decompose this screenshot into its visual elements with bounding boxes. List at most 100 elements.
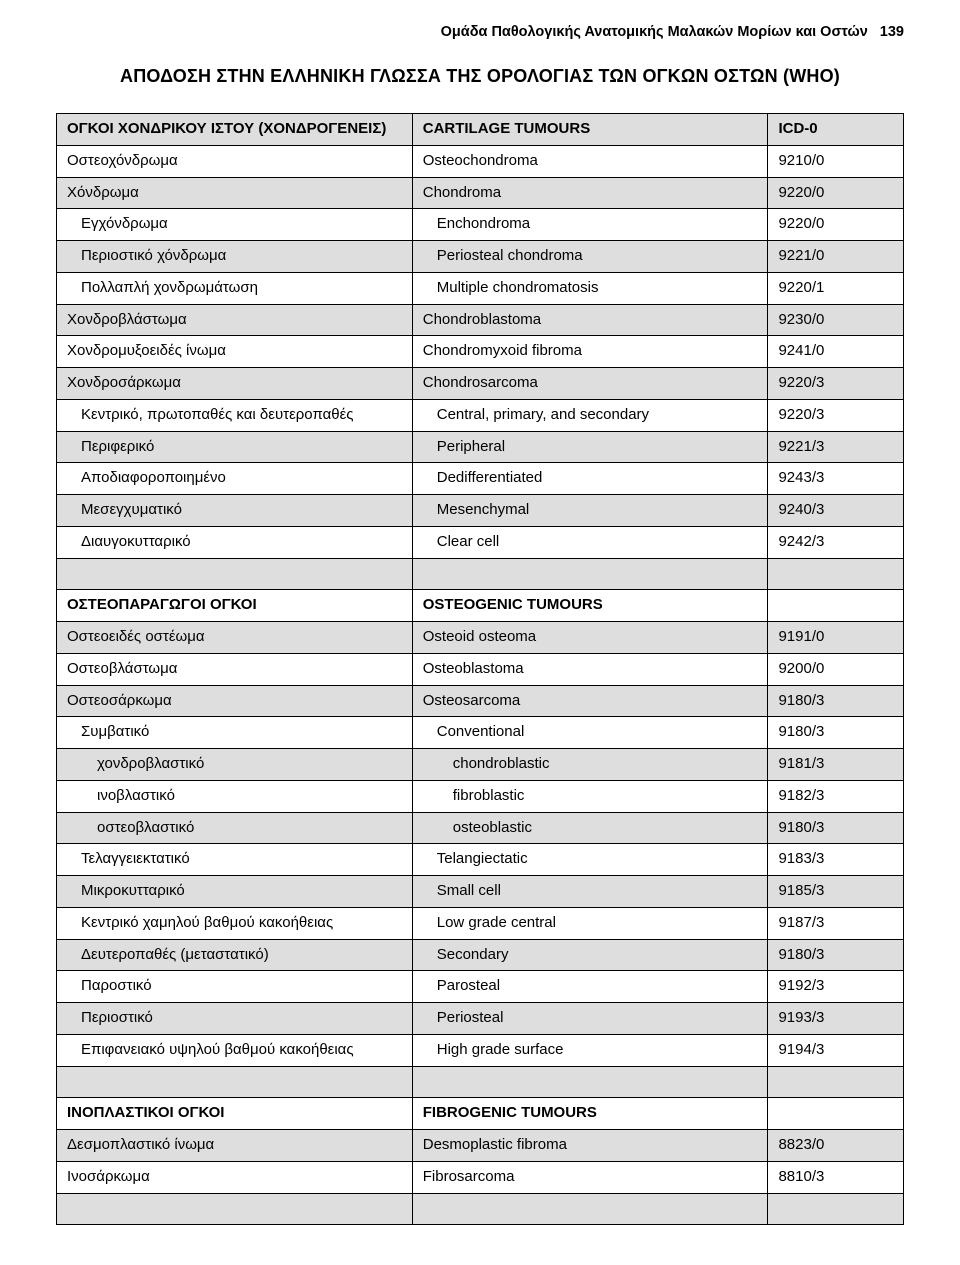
cell-greek: Περιοστικό χόνδρωμα bbox=[57, 241, 413, 273]
cell-code: 8823/0 bbox=[768, 1130, 904, 1162]
table-row: ΟΣΤΕΟΠΑΡΑΓΩΓΟΙ ΟΓΚΟΙOSTEOGENIC TUMOURS bbox=[57, 590, 904, 622]
table-row: Επιφανειακό υψηλού βαθμού κακοήθειαςHigh… bbox=[57, 1034, 904, 1066]
cell-code: 9221/0 bbox=[768, 241, 904, 273]
cell-english: CARTILAGE TUMOURS bbox=[412, 114, 768, 146]
cell-english: Periosteal bbox=[412, 1003, 768, 1035]
cell-english: OSTEOGENIC TUMOURS bbox=[412, 590, 768, 622]
cell-code: 9191/0 bbox=[768, 622, 904, 654]
cell-code: 9242/3 bbox=[768, 526, 904, 558]
running-header: Ομάδα Παθολογικής Ανατομικής Μαλακών Μορ… bbox=[56, 24, 904, 40]
table-row: Κεντρικό, πρωτοπαθές και δευτεροπαθέςCen… bbox=[57, 399, 904, 431]
table-row: ΣυμβατικόConventional9180/3 bbox=[57, 717, 904, 749]
cell-greek: Χονδροβλάστωμα bbox=[57, 304, 413, 336]
table-row: ΟστεοβλάστωμαOsteoblastoma9200/0 bbox=[57, 653, 904, 685]
cell-greek: Οστεοσάρκωμα bbox=[57, 685, 413, 717]
table-row: ΧόνδρωμαChondroma9220/0 bbox=[57, 177, 904, 209]
cell-english: osteoblastic bbox=[412, 812, 768, 844]
cell-code: 9180/3 bbox=[768, 812, 904, 844]
page-number: 139 bbox=[880, 24, 904, 40]
table-row: ΠαροστικόParosteal9192/3 bbox=[57, 971, 904, 1003]
cell-english: Central, primary, and secondary bbox=[412, 399, 768, 431]
table-row: ΙνοσάρκωμαFibrosarcoma8810/3 bbox=[57, 1161, 904, 1193]
cell-english: Chondromyxoid fibroma bbox=[412, 336, 768, 368]
cell-greek: Πολλαπλή χονδρωμάτωση bbox=[57, 272, 413, 304]
cell-code bbox=[768, 558, 904, 590]
cell-greek: Χόνδρωμα bbox=[57, 177, 413, 209]
cell-code: 9180/3 bbox=[768, 939, 904, 971]
cell-greek bbox=[57, 558, 413, 590]
cell-greek: Κεντρικό, πρωτοπαθές και δευτεροπαθές bbox=[57, 399, 413, 431]
cell-greek: Οστεοειδές οστέωμα bbox=[57, 622, 413, 654]
table-row: ΠεριοστικόPeriosteal9193/3 bbox=[57, 1003, 904, 1035]
cell-code: 9187/3 bbox=[768, 907, 904, 939]
cell-english: Dedifferentiated bbox=[412, 463, 768, 495]
table-row: ΜικροκυτταρικόSmall cell9185/3 bbox=[57, 876, 904, 908]
cell-english: Clear cell bbox=[412, 526, 768, 558]
cell-code: 9220/1 bbox=[768, 272, 904, 304]
cell-code: 9182/3 bbox=[768, 780, 904, 812]
tumours-table: ΟΓΚΟΙ ΧΟΝΔΡΙΚΟΥ ΙΣΤΟΥ (ΧΟΝΔΡΟΓΕΝΕΙΣ)CART… bbox=[56, 113, 904, 1225]
cell-english: Mesenchymal bbox=[412, 495, 768, 527]
cell-english: High grade surface bbox=[412, 1034, 768, 1066]
cell-code: 9183/3 bbox=[768, 844, 904, 876]
cell-code: 9220/0 bbox=[768, 209, 904, 241]
running-title: Ομάδα Παθολογικής Ανατομικής Μαλακών Μορ… bbox=[441, 24, 868, 40]
cell-english: Osteoblastoma bbox=[412, 653, 768, 685]
table-row bbox=[57, 558, 904, 590]
cell-code: 9241/0 bbox=[768, 336, 904, 368]
page-title: ΑΠΟΔΟΣΗ ΣΤΗΝ ΕΛΛΗΝΙΚΗ ΓΛΩΣΣΑ ΤΗΣ ΟΡΟΛΟΓΙ… bbox=[56, 66, 904, 87]
table-row: ΠεριφερικόPeripheral9221/3 bbox=[57, 431, 904, 463]
cell-greek: Μεσεγχυματικό bbox=[57, 495, 413, 527]
page: Ομάδα Παθολογικής Ανατομικής Μαλακών Μορ… bbox=[0, 0, 960, 1265]
cell-greek: Περιοστικό bbox=[57, 1003, 413, 1035]
table-row: Χονδρομυξοειδές ίνωμαChondromyxoid fibro… bbox=[57, 336, 904, 368]
cell-code: 9193/3 bbox=[768, 1003, 904, 1035]
table-row: ΔιαυγοκυτταρικόClear cell9242/3 bbox=[57, 526, 904, 558]
cell-english: Desmoplastic fibroma bbox=[412, 1130, 768, 1162]
cell-english: Secondary bbox=[412, 939, 768, 971]
cell-code: ICD-0 bbox=[768, 114, 904, 146]
cell-greek: χονδροβλαστικό bbox=[57, 749, 413, 781]
table-row: ΕγχόνδρωμαEnchondroma9220/0 bbox=[57, 209, 904, 241]
table-row: Οστεοειδές οστέωμαOsteoid osteoma9191/0 bbox=[57, 622, 904, 654]
table-row: Περιοστικό χόνδρωμαPeriosteal chondroma9… bbox=[57, 241, 904, 273]
cell-code: 9221/3 bbox=[768, 431, 904, 463]
cell-english: Enchondroma bbox=[412, 209, 768, 241]
cell-english: Osteoid osteoma bbox=[412, 622, 768, 654]
cell-english bbox=[412, 1066, 768, 1098]
cell-code bbox=[768, 1098, 904, 1130]
cell-greek: Κεντρικό χαμηλού βαθμού κακοήθειας bbox=[57, 907, 413, 939]
cell-greek: ΙΝΟΠΛΑΣΤΙΚΟΙ ΟΓΚΟΙ bbox=[57, 1098, 413, 1130]
cell-code: 9243/3 bbox=[768, 463, 904, 495]
cell-english: Multiple chondromatosis bbox=[412, 272, 768, 304]
cell-code: 9210/0 bbox=[768, 145, 904, 177]
table-row: ΙΝΟΠΛΑΣΤΙΚΟΙ ΟΓΚΟΙFIBROGENIC TUMOURS bbox=[57, 1098, 904, 1130]
cell-code: 9240/3 bbox=[768, 495, 904, 527]
cell-english: FIBROGENIC TUMOURS bbox=[412, 1098, 768, 1130]
table-row: χονδροβλαστικόchondroblastic9181/3 bbox=[57, 749, 904, 781]
cell-code: 9220/0 bbox=[768, 177, 904, 209]
cell-code: 9180/3 bbox=[768, 717, 904, 749]
table-row: ΤελαγγειεκτατικόTelangiectatic9183/3 bbox=[57, 844, 904, 876]
cell-english: Telangiectatic bbox=[412, 844, 768, 876]
table-row: ΧονδροβλάστωμαChondroblastoma9230/0 bbox=[57, 304, 904, 336]
cell-greek: Δευτεροπαθές (μεταστατικό) bbox=[57, 939, 413, 971]
cell-code: 9181/3 bbox=[768, 749, 904, 781]
cell-greek bbox=[57, 1066, 413, 1098]
table-row: ΟστεοσάρκωμαOsteosarcoma9180/3 bbox=[57, 685, 904, 717]
cell-code: 9220/3 bbox=[768, 368, 904, 400]
table-row: Δεσμοπλαστικό ίνωμαDesmoplastic fibroma8… bbox=[57, 1130, 904, 1162]
cell-greek: Δεσμοπλαστικό ίνωμα bbox=[57, 1130, 413, 1162]
cell-greek: ΟΓΚΟΙ ΧΟΝΔΡΙΚΟΥ ΙΣΤΟΥ (ΧΟΝΔΡΟΓΕΝΕΙΣ) bbox=[57, 114, 413, 146]
cell-greek: Χονδρομυξοειδές ίνωμα bbox=[57, 336, 413, 368]
cell-greek: ΟΣΤΕΟΠΑΡΑΓΩΓΟΙ ΟΓΚΟΙ bbox=[57, 590, 413, 622]
table-row: ΑποδιαφοροποιημένοDedifferentiated9243/3 bbox=[57, 463, 904, 495]
cell-english: Small cell bbox=[412, 876, 768, 908]
cell-greek: Παροστικό bbox=[57, 971, 413, 1003]
cell-greek: Οστεοβλάστωμα bbox=[57, 653, 413, 685]
cell-english: Fibrosarcoma bbox=[412, 1161, 768, 1193]
cell-english: Periosteal chondroma bbox=[412, 241, 768, 273]
cell-greek: Μικροκυτταρικό bbox=[57, 876, 413, 908]
table-row: ΟΓΚΟΙ ΧΟΝΔΡΙΚΟΥ ΙΣΤΟΥ (ΧΟΝΔΡΟΓΕΝΕΙΣ)CART… bbox=[57, 114, 904, 146]
cell-english: Conventional bbox=[412, 717, 768, 749]
